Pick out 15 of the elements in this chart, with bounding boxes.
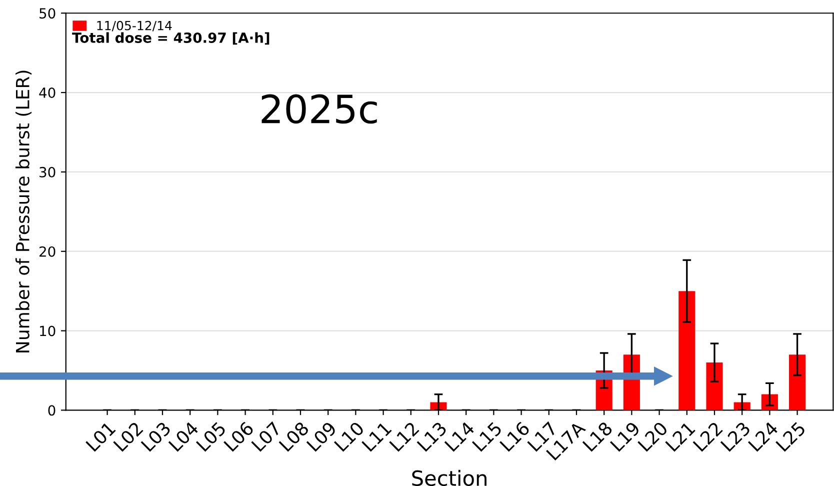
y-axis-title: Number of Pressure burst (LER)	[15, 70, 32, 352]
y-tick-label: 40	[39, 88, 56, 98]
bar	[706, 362, 723, 410]
bar	[678, 291, 696, 410]
y-tick-label: 10	[40, 326, 56, 336]
legend-label: 11/05-12/14	[97, 20, 172, 32]
x-axis-title: Section	[412, 470, 486, 486]
y-tick-label: 20	[40, 246, 56, 257]
x-tick-label: L08	[278, 421, 310, 452]
bar	[789, 354, 806, 410]
y-tick-label: 50	[40, 8, 56, 19]
y-tick-label: 0	[48, 405, 56, 416]
y-tick-label: 30	[40, 166, 56, 178]
annotation: Total dose = 430.97 [A·h]	[72, 32, 270, 45]
annotation: 2025c	[262, 94, 377, 124]
